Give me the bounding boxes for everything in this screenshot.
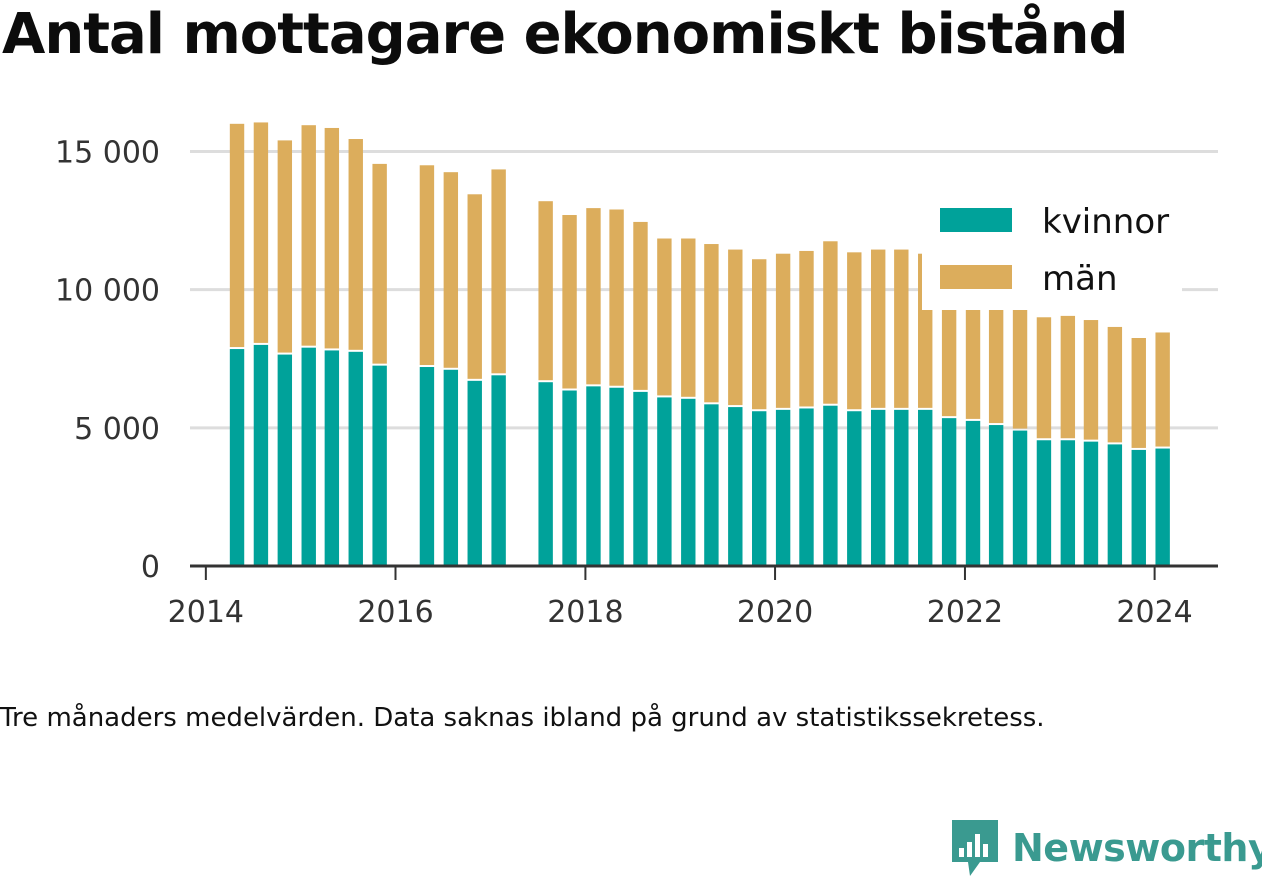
bar-kvinnor [1107, 444, 1123, 566]
y-tick-label: 5 000 [74, 412, 160, 447]
bar-kvinnor [1083, 441, 1099, 566]
x-tick-label: 2018 [547, 595, 623, 630]
bar-kvinnor [799, 408, 814, 566]
bar-kvinnor [1012, 430, 1028, 566]
x-tick-label: 2022 [927, 595, 1003, 630]
bar-man [633, 221, 648, 390]
legend: kvinnor män [922, 195, 1182, 310]
bar-kvinnor [847, 411, 862, 566]
brand-name: Newsworthy [1012, 826, 1262, 870]
bar-man [823, 241, 838, 404]
bar-man [562, 215, 577, 389]
legend-label-kvinnor: kvinnor [1042, 202, 1169, 242]
bar-kvinnor [941, 418, 957, 566]
bar-man [372, 163, 387, 364]
bar-kvinnor [633, 391, 648, 566]
bar-kvinnor [965, 420, 981, 566]
bar-kvinnor [823, 405, 838, 566]
legend-swatch-kvinnor [940, 208, 1012, 232]
bar-kvinnor [752, 411, 767, 566]
y-tick-label: 10 000 [55, 274, 160, 309]
x-tick-label: 2014 [168, 595, 244, 630]
bar-kvinnor [1060, 440, 1076, 566]
bar-man [348, 139, 363, 350]
brand-logo: Newsworthy [950, 818, 1262, 878]
bar-man [1036, 317, 1052, 439]
bar-man [870, 249, 886, 408]
bar-kvinnor [538, 382, 553, 566]
bar-man [229, 123, 245, 348]
bar-man [467, 194, 482, 379]
stacked-bar-chart: 0 5 000 10 000 15 000 2014 2016 2018 2020 2022 20… [55, 122, 1218, 630]
bar-man [704, 244, 719, 403]
bar-kvinnor [229, 349, 245, 566]
bar-man [1083, 320, 1099, 440]
bar-kvinnor [562, 390, 577, 566]
x-tick-label: 2024 [1116, 595, 1192, 630]
bar-kvinnor [988, 425, 1004, 566]
bar-man [609, 209, 624, 386]
bars [229, 122, 1170, 566]
chart-title: Antal mottagare ekonomiskt bistånd [2, 2, 1129, 67]
legend-label-man: män [1042, 259, 1118, 299]
x-tick-label: 2020 [737, 595, 813, 630]
bar-man [799, 250, 814, 407]
bar-man [1012, 299, 1028, 429]
bar-kvinnor [894, 409, 909, 566]
chart-caption: Tre månaders medelvärden. Data saknas ib… [0, 703, 1045, 733]
bar-kvinnor [586, 386, 601, 566]
bar-man [253, 122, 269, 343]
axes: 0 5 000 10 000 15 000 2014 2016 2018 2020 2022 20… [55, 135, 1218, 630]
bar-kvinnor [870, 409, 886, 566]
bar-kvinnor [348, 351, 363, 566]
bar-man [847, 252, 862, 410]
bar-kvinnor [419, 367, 435, 566]
bar-kvinnor [681, 398, 696, 566]
bar-man [965, 278, 981, 419]
bar-man [775, 253, 791, 408]
bar-kvinnor [443, 369, 459, 566]
bar-kvinnor [775, 409, 791, 566]
bar-man [657, 238, 672, 396]
bar-kvinnor [609, 387, 624, 566]
bar-man [324, 127, 340, 349]
bar-man [894, 249, 909, 408]
bar-kvinnor [491, 375, 506, 566]
bar-kvinnor [301, 347, 316, 566]
bar-man [728, 249, 743, 406]
bar-man [419, 165, 435, 366]
bar-man [586, 208, 601, 385]
newsworthy-bar-chart-icon [952, 820, 998, 876]
bar-kvinnor [1131, 449, 1146, 566]
bar-man [1155, 332, 1170, 447]
bar-kvinnor [918, 409, 933, 566]
bar-man [277, 140, 293, 353]
bar-kvinnor [728, 407, 743, 566]
bar-kvinnor [467, 380, 482, 566]
bar-man [491, 169, 506, 374]
bar-man [681, 238, 696, 397]
bar-kvinnor [372, 365, 387, 566]
bar-kvinnor [1155, 448, 1170, 566]
bar-man [752, 259, 767, 410]
y-tick-label: 15 000 [55, 135, 160, 170]
bar-kvinnor [324, 350, 340, 566]
bar-kvinnor [704, 404, 719, 566]
bar-man [538, 201, 553, 381]
bar-man [1060, 315, 1076, 439]
bar-man [443, 172, 459, 368]
bar-kvinnor [657, 397, 672, 566]
bar-man [988, 285, 1004, 424]
y-tick-label: 0 [141, 550, 160, 585]
x-tick-label: 2016 [357, 595, 433, 630]
legend-swatch-man [940, 265, 1012, 289]
bar-kvinnor [277, 354, 293, 566]
bar-man [301, 125, 316, 346]
bar-man [1107, 326, 1123, 443]
bar-man [1131, 338, 1146, 448]
bar-kvinnor [1036, 440, 1052, 566]
bar-kvinnor [253, 344, 269, 566]
